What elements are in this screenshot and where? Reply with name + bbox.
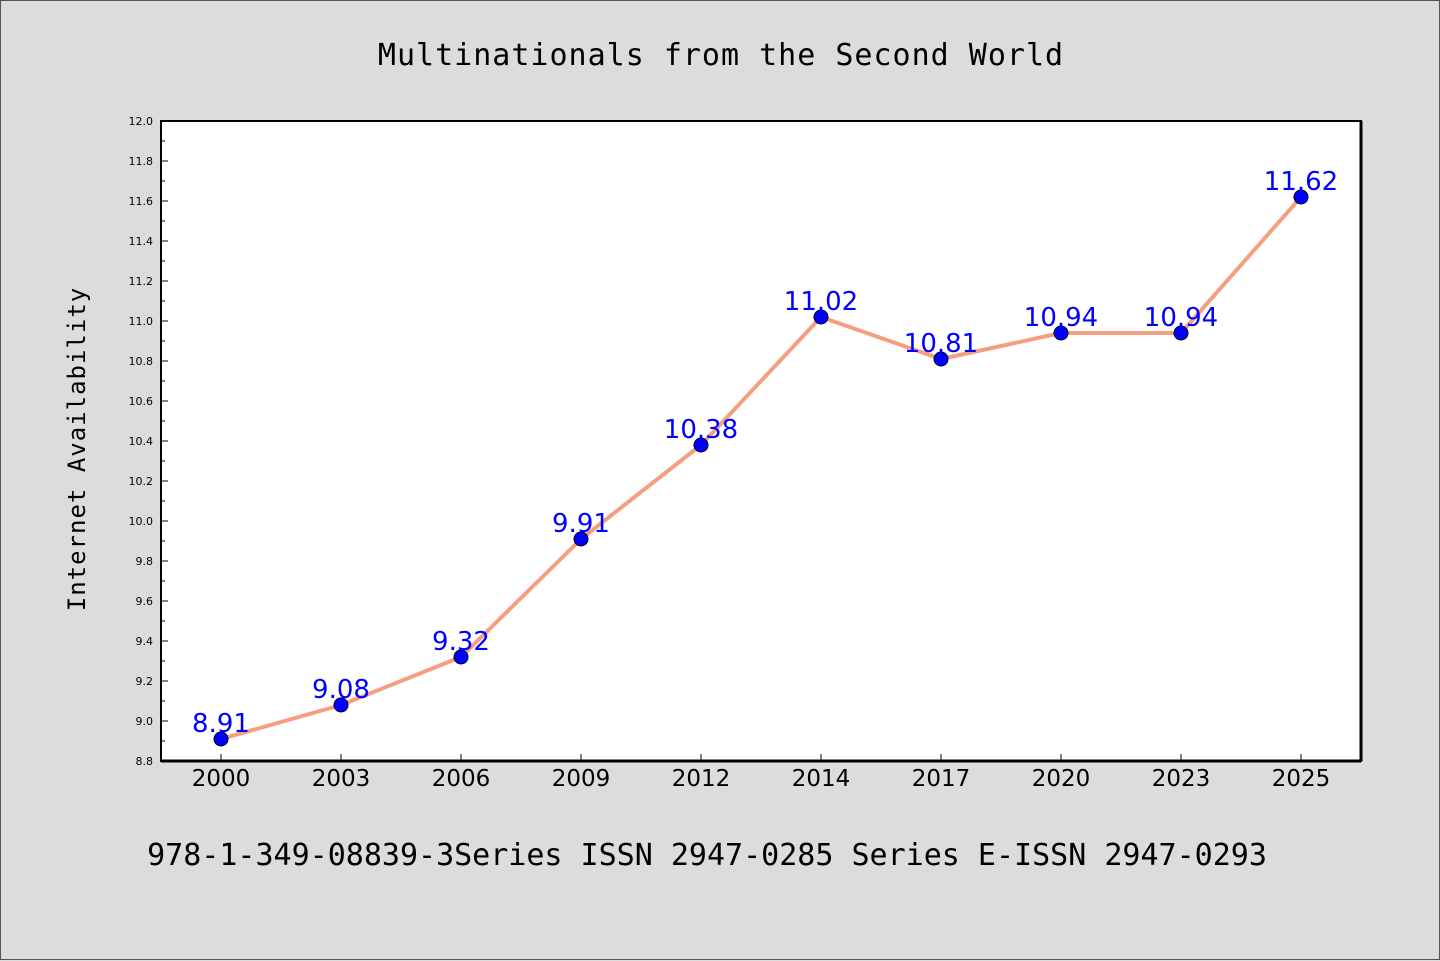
data-point <box>213 731 229 747</box>
x-tick-label: 2003 <box>312 766 371 792</box>
chart-title: Multinationals from the Second World <box>378 38 1064 73</box>
data-point <box>813 309 829 325</box>
y-tick-label: 10.4 <box>129 435 154 448</box>
x-tick-label: 2009 <box>552 766 611 792</box>
y-tick-label: 9.4 <box>136 635 154 648</box>
y-tick-label: 11.8 <box>129 155 154 168</box>
data-point <box>693 437 709 453</box>
x-tick-label: 2020 <box>1032 766 1091 792</box>
data-label: 8.91 <box>192 709 250 739</box>
y-tick-label: 12.0 <box>129 115 154 128</box>
data-markers <box>213 189 1309 747</box>
x-tick-label: 2017 <box>912 766 971 792</box>
data-label: 11.62 <box>1264 167 1338 197</box>
footer-isbn-text: 978-1-349-08839-3Series ISSN 2947-0285 S… <box>147 838 1267 873</box>
x-tick-label: 2000 <box>192 766 251 792</box>
y-axis: 8.8 9.0 9.2 9.4 9.6 9.8 10.0 10.2 10.4 10.6 10.8 11… <box>129 115 168 768</box>
series-line-group <box>219 195 1303 741</box>
y-tick-label: 9.0 <box>136 715 154 728</box>
data-point <box>1053 325 1069 341</box>
data-label: 10.94 <box>1024 303 1098 333</box>
data-label: 9.91 <box>552 509 610 539</box>
y-tick-label: 11.0 <box>129 315 154 328</box>
y-tick-label: 9.2 <box>136 675 154 688</box>
y-tick-label: 10.6 <box>129 395 154 408</box>
data-labels: 8.91 9.08 9.32 9.91 10.38 11.02 10.81 10.94 10.9… <box>192 167 1338 739</box>
x-tick-label: 2025 <box>1272 766 1331 792</box>
y-tick-label: 11.4 <box>129 235 154 248</box>
x-tick-label: 2006 <box>432 766 491 792</box>
y-tick-label: 11.6 <box>129 195 154 208</box>
data-label: 10.81 <box>904 329 978 359</box>
y-tick-label: 11.2 <box>129 275 154 288</box>
data-point <box>453 649 469 665</box>
data-point <box>1293 189 1309 205</box>
y-tick-label: 9.8 <box>136 555 154 568</box>
plot-area <box>160 120 1362 762</box>
data-point <box>933 351 949 367</box>
y-tick-label: 10.0 <box>129 515 154 528</box>
data-label: 10.94 <box>1144 303 1218 333</box>
data-point <box>333 697 349 713</box>
data-label: 9.08 <box>312 675 370 705</box>
y-axis-label: Internet Availability <box>63 287 91 611</box>
x-tick-label: 2012 <box>672 766 731 792</box>
data-label: 9.32 <box>432 627 490 657</box>
series-line <box>219 195 1303 741</box>
data-label: 11.02 <box>784 287 858 317</box>
data-point <box>1173 325 1189 341</box>
y-tick-label: 8.8 <box>136 755 154 768</box>
y-tick-label: 10.8 <box>129 355 154 368</box>
data-point <box>573 531 589 547</box>
data-label: 10.38 <box>664 415 738 445</box>
x-tick-label: 2023 <box>1152 766 1211 792</box>
y-tick-label: 10.2 <box>129 475 154 488</box>
x-tick-label: 2014 <box>792 766 851 792</box>
y-tick-label: 9.6 <box>136 595 154 608</box>
x-axis: 2000 2003 2006 2009 2012 2014 2017 2020 2023 2025 <box>192 754 1331 792</box>
